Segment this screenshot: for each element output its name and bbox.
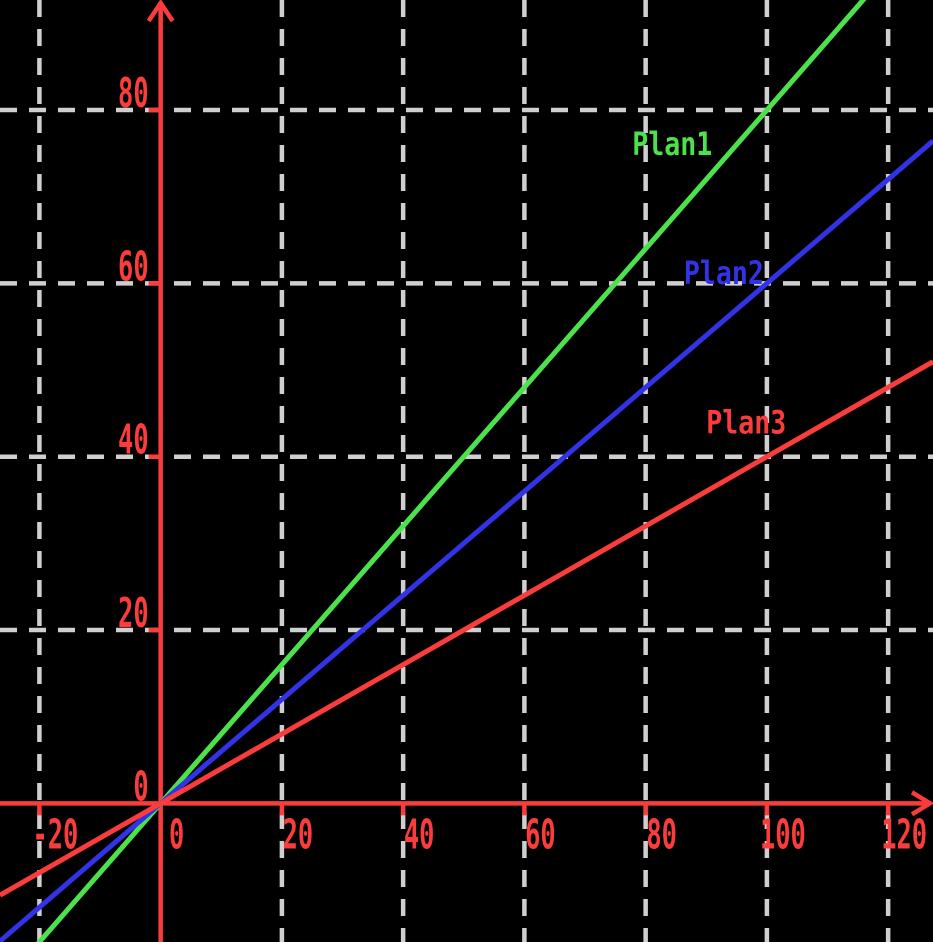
x-axis-tick-label: 60	[525, 810, 556, 858]
x-axis-tick-label: 120	[881, 810, 927, 858]
series-label-plan2: Plan2	[684, 254, 764, 292]
x-axis-tick-label: 100	[760, 810, 806, 858]
y-axis-tick-label: 40	[118, 416, 149, 464]
y-axis-tick-label: 20	[118, 589, 149, 637]
y-axis-tick-label: 60	[118, 242, 149, 290]
series-label-plan1: Plan1	[632, 125, 712, 163]
x-axis-tick-label: -20	[32, 810, 78, 858]
x-axis-tick-label: 0	[169, 810, 184, 858]
y-axis-tick-label: 0	[133, 762, 148, 810]
y-axis-tick-label: 80	[118, 69, 149, 117]
x-axis-tick-label: 20	[283, 810, 314, 858]
x-axis-tick-label: 80	[646, 810, 677, 858]
series-line-plan3	[0, 359, 933, 898]
x-axis-arrowhead-icon	[910, 790, 933, 817]
y-axis-arrowhead-icon	[146, 0, 175, 23]
x-axis-tick-label: 40	[404, 810, 435, 858]
series-label-plan3: Plan3	[706, 403, 786, 441]
